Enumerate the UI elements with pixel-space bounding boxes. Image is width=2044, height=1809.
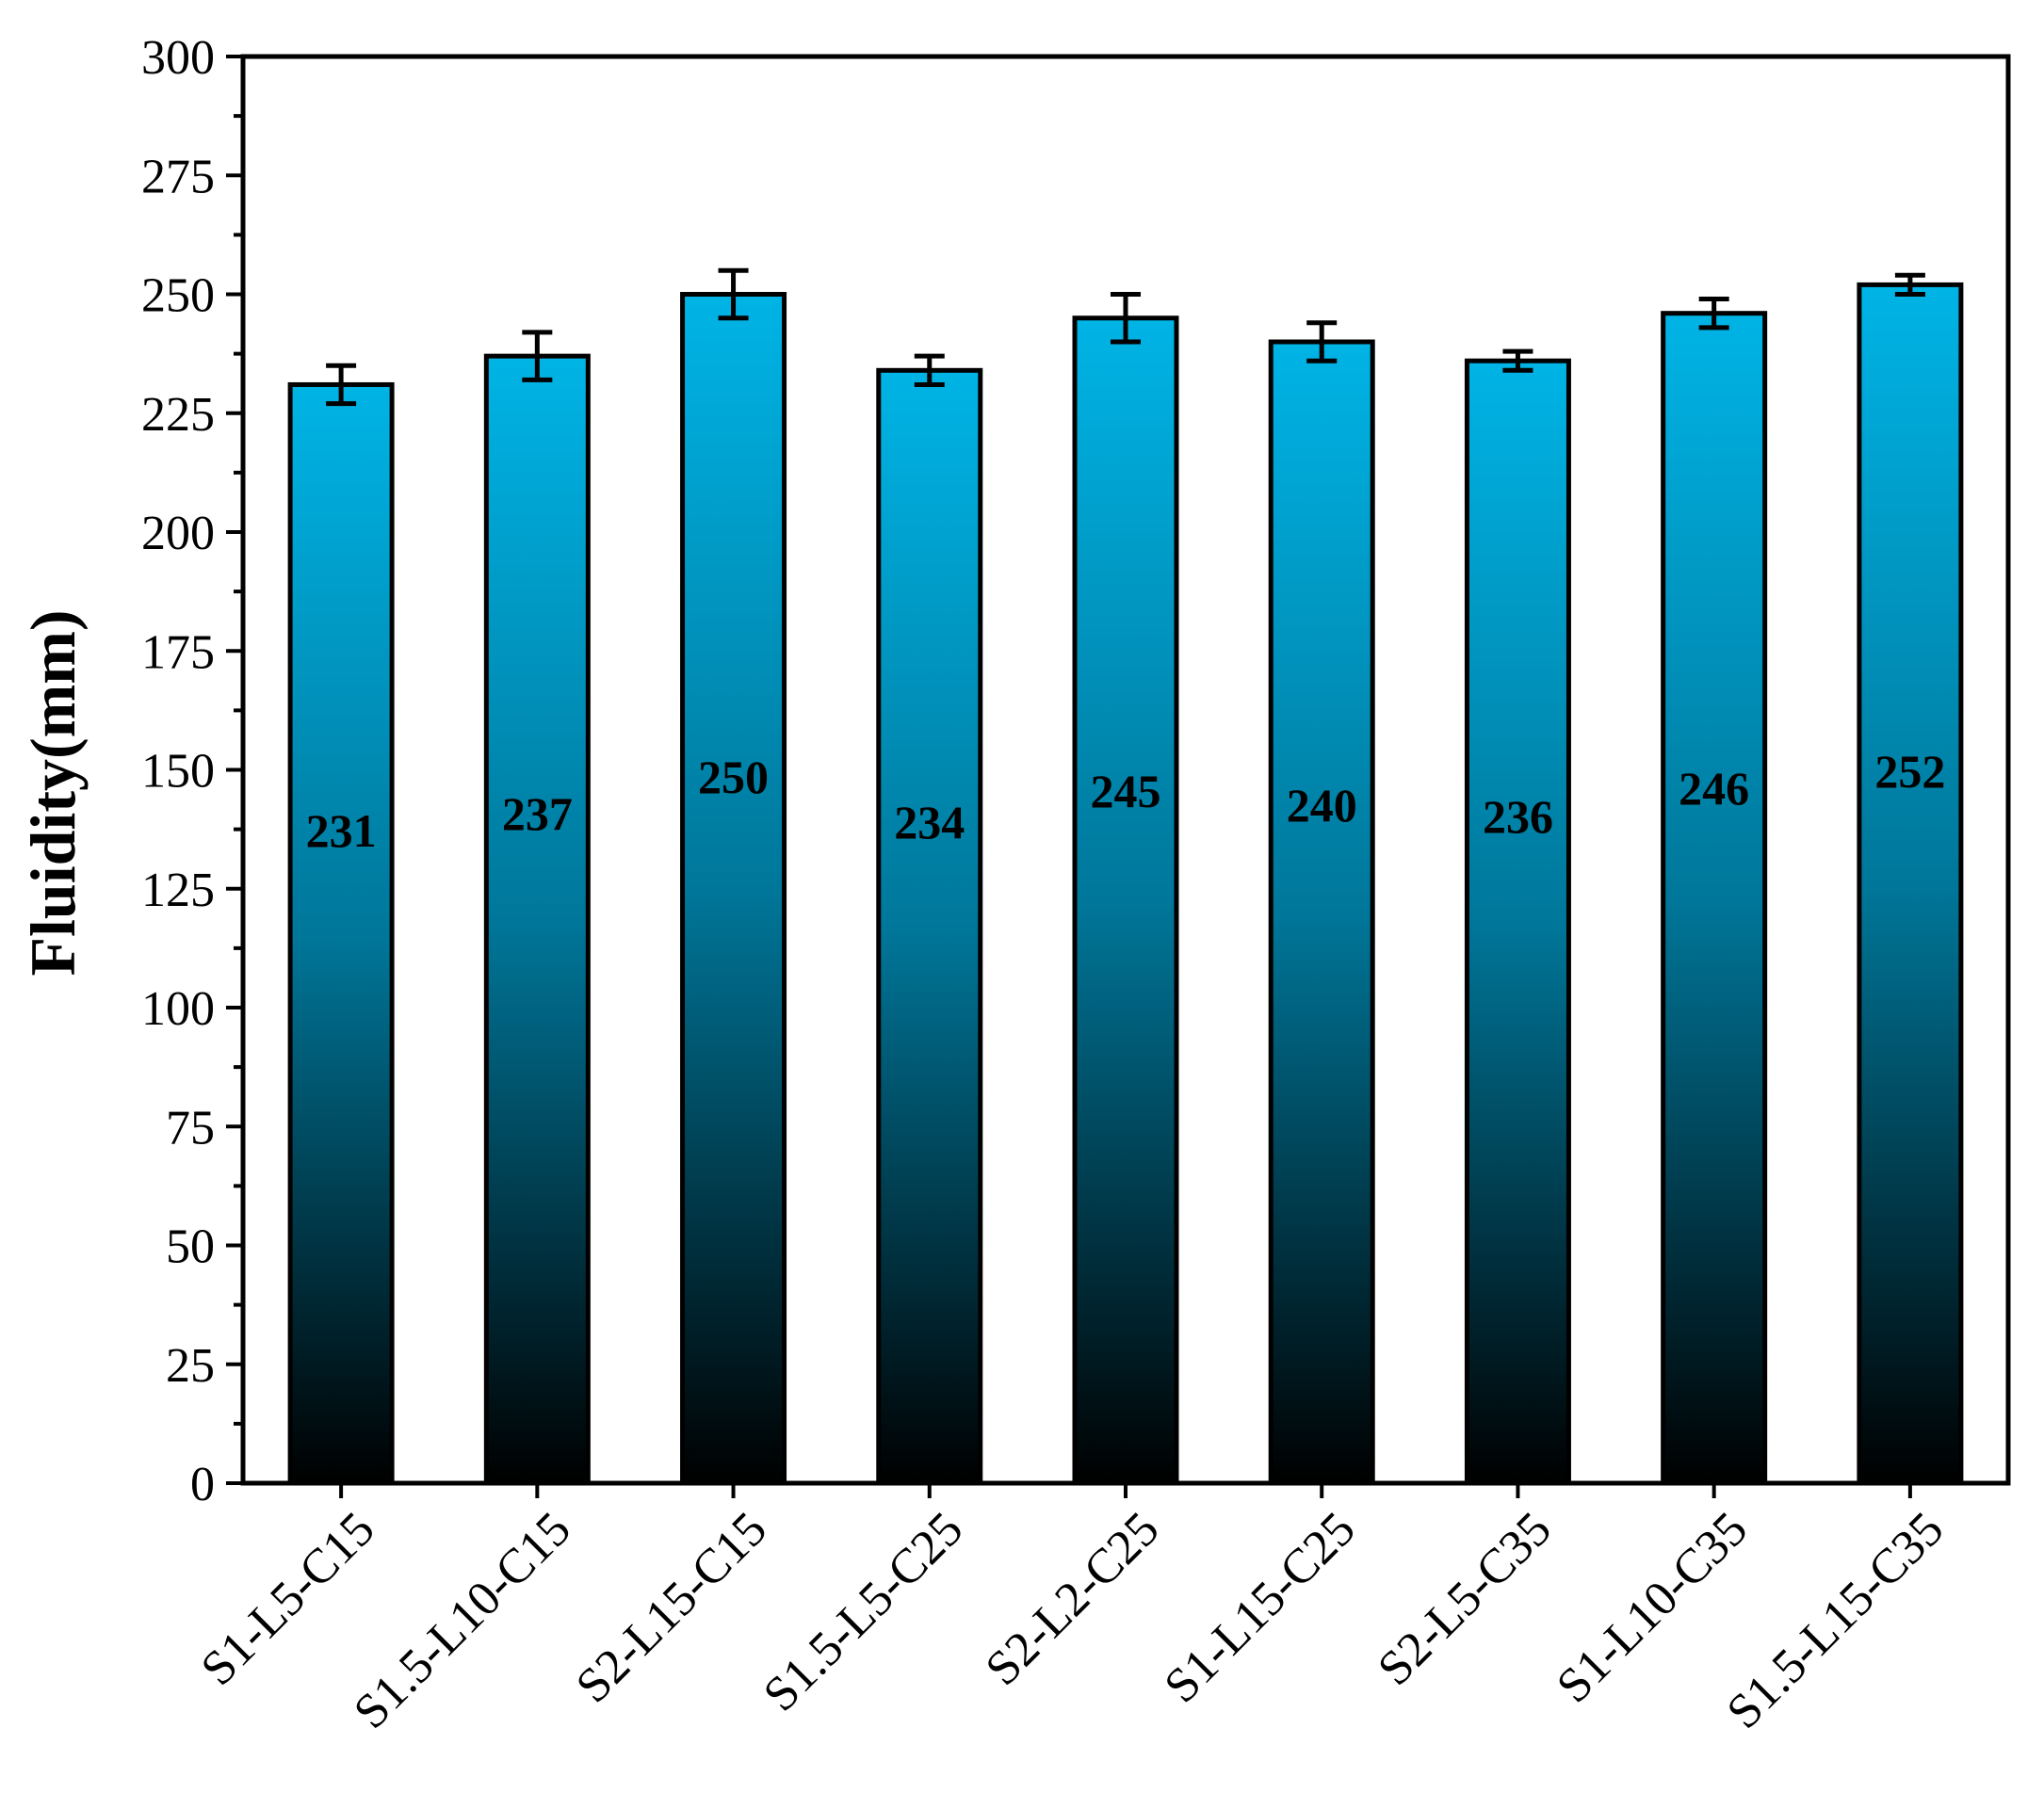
data-labels-layer: 231 237 250 234 245 240 236 246 252 [306,745,1946,857]
x-tick-label: S2-L2-C25 [976,1502,1170,1696]
y-tick-label: 75 [166,1101,215,1155]
data-label: 236 [1483,790,1553,843]
bar [1268,339,1375,1486]
y-tick-label: 150 [141,745,215,799]
y-tick-label: 100 [141,982,215,1036]
data-label: 250 [698,751,769,803]
data-label: 246 [1679,762,1749,815]
x-tick-label: S1-L10-C35 [1547,1502,1758,1713]
y-tick-label: 175 [141,625,215,679]
x-tick-label: S2-L15-C15 [566,1502,777,1713]
x-tick-label: S2-L5-C35 [1368,1502,1562,1696]
data-label: 231 [306,804,377,857]
error-bars-layer [326,267,1925,407]
y-tick-label: 0 [190,1458,215,1511]
x-tick-label: S1-L5-C15 [191,1502,385,1696]
bar [287,381,395,1486]
bar [876,367,983,1486]
y-axis-title: Fluidity(mm) [17,609,89,976]
data-label: 234 [894,796,965,848]
y-tick-label: 200 [141,507,215,560]
data-label: 245 [1091,765,1161,817]
bars-layer [287,282,1964,1486]
x-tick-label: S1.5-L5-C25 [754,1502,973,1721]
bar [1464,358,1571,1486]
x-tick-label: S1-L15-C25 [1155,1502,1366,1713]
bar [1857,282,1964,1486]
y-tick-label: 250 [141,269,215,323]
bar [680,292,787,1486]
data-label: 240 [1287,779,1357,832]
y-tick-label: 275 [141,150,215,203]
data-label: 237 [502,787,573,840]
y-tick-label: 300 [141,31,215,85]
data-label: 252 [1874,745,1945,798]
y-tick-label: 225 [141,388,215,442]
y-tick-label: 25 [166,1339,215,1393]
y-tick-label: 50 [166,1220,215,1274]
y-tick-label: 125 [141,864,215,917]
bar [483,353,591,1486]
bar [1072,315,1179,1486]
bar [1661,311,1768,1486]
